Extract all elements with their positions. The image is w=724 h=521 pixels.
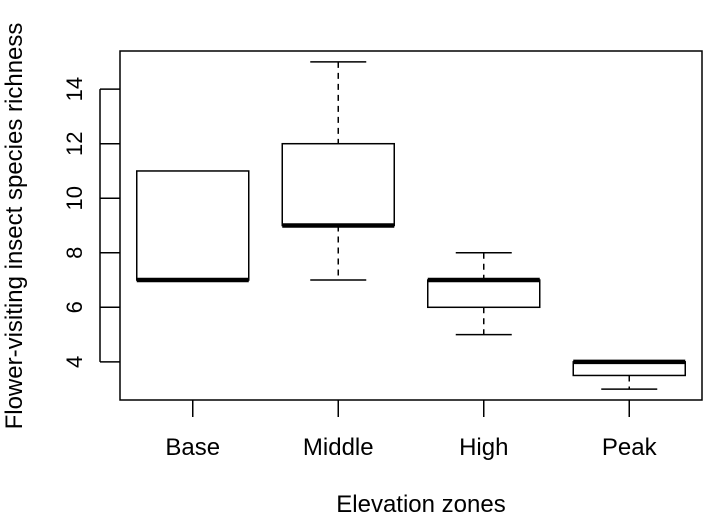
box-high <box>427 279 541 309</box>
y-tick-label: 6 <box>62 301 87 313</box>
y-axis: 4 6 8 10 12 14 <box>62 77 120 368</box>
y-tick-label: 14 <box>62 77 87 101</box>
y-tick-label: 12 <box>62 131 87 155</box>
y-tick-label: 8 <box>62 247 87 259</box>
x-tick-label: Peak <box>602 434 658 461</box>
x-tick-label: Middle <box>303 434 374 461</box>
plot-frame <box>119 50 703 401</box>
boxes <box>136 61 686 390</box>
x-tick-label: Base <box>165 434 220 461</box>
y-tick-label: 4 <box>62 356 87 368</box>
y-axis-title: Flower-visiting insect species richness <box>1 23 28 430</box>
y-tick-label: 10 <box>62 186 87 210</box>
x-axis: Base Middle High Peak <box>165 400 658 461</box>
box-base <box>136 170 250 281</box>
box-middle <box>281 142 395 227</box>
x-tick-label: High <box>459 434 508 461</box>
x-axis-title: Elevation zones <box>336 491 505 518</box>
